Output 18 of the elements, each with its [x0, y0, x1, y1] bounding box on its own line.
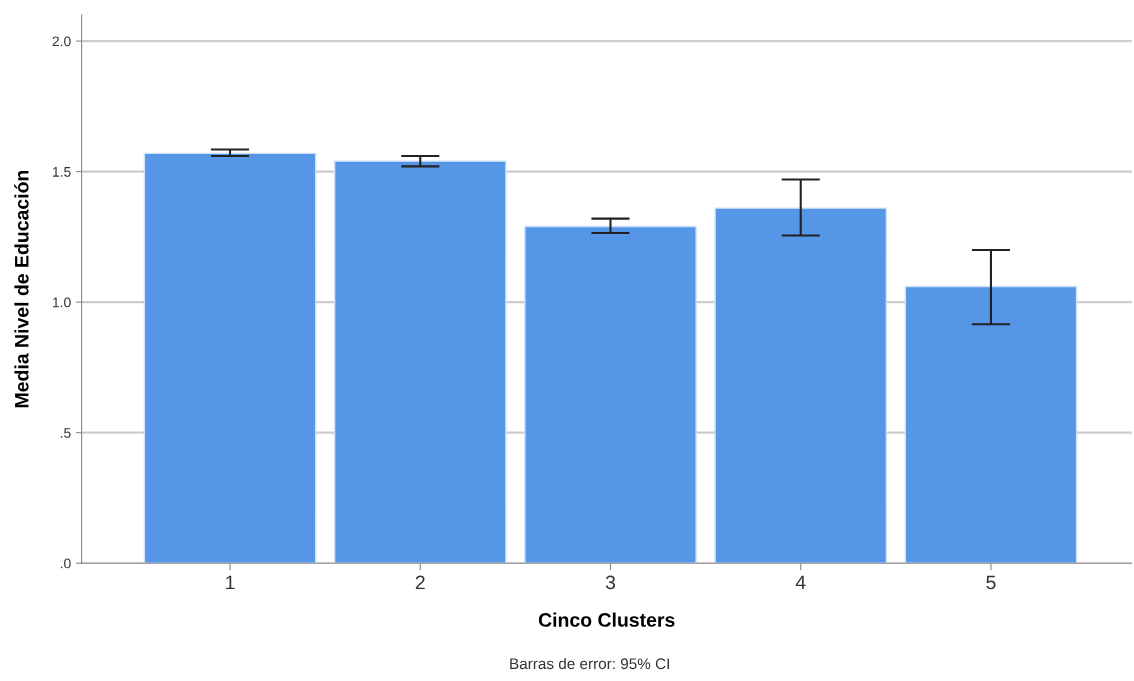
- bar: [904, 285, 1078, 564]
- bar: [143, 152, 317, 564]
- y-tick-label: .5: [60, 428, 71, 438]
- y-tick-label: .0: [60, 558, 71, 569]
- y-tick-label: 1.0: [52, 297, 71, 308]
- bar: [524, 225, 697, 564]
- x-tick-label: 2: [415, 575, 425, 590]
- y-axis-title: Media Nivel de Educación: [14, 170, 29, 408]
- bar: [333, 160, 507, 564]
- x-tick-label: 1: [226, 575, 235, 590]
- x-tick-label: 4: [795, 575, 806, 590]
- x-tick-label: 5: [986, 575, 996, 590]
- x-axis-title: Cinco Clusters: [538, 612, 675, 627]
- y-tick-label: 1.5: [52, 167, 71, 177]
- x-tick-label: 3: [605, 575, 616, 590]
- bar: [714, 207, 888, 564]
- text: Barras de error: 95% CI: [510, 657, 669, 670]
- y-tick-label: 2.0: [52, 36, 71, 47]
